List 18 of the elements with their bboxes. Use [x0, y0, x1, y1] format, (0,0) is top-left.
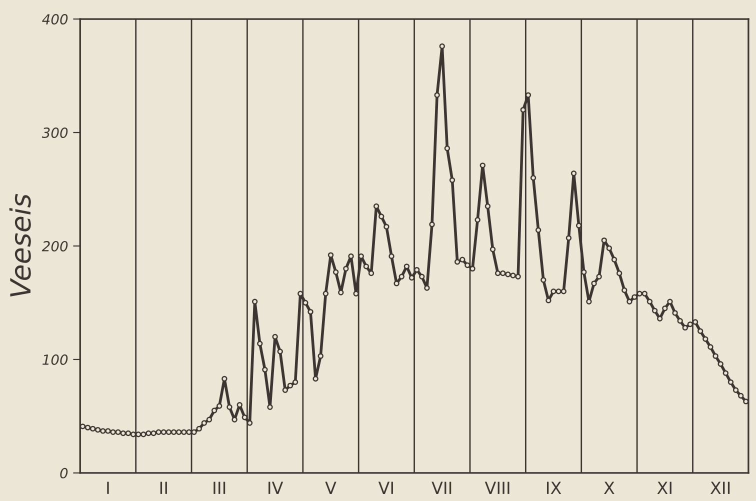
x-tick-label: V: [325, 482, 336, 494]
x-tick-label: IX: [546, 482, 562, 494]
x-tick-label: I: [107, 482, 109, 494]
y-tick-label: 300: [42, 127, 68, 138]
x-tick-label: VIII: [484, 482, 510, 494]
y-axis-title: Veeseis: [9, 194, 31, 296]
x-tick-label: X: [604, 482, 614, 494]
y-tick-label: 200: [42, 240, 68, 252]
x-tick-label: VI: [378, 482, 393, 494]
x-tick-label: IV: [268, 482, 284, 494]
x-tick-label: XI: [657, 482, 672, 494]
y-tick-label: 400: [42, 14, 68, 25]
y-tick-label: 100: [42, 354, 68, 365]
x-tick-label: VII: [432, 482, 452, 494]
x-tick-label: III: [214, 482, 226, 494]
x-tick-label: II: [160, 482, 167, 494]
x-tick-label: XII: [710, 482, 730, 494]
y-tick-label: 0: [60, 468, 68, 478]
